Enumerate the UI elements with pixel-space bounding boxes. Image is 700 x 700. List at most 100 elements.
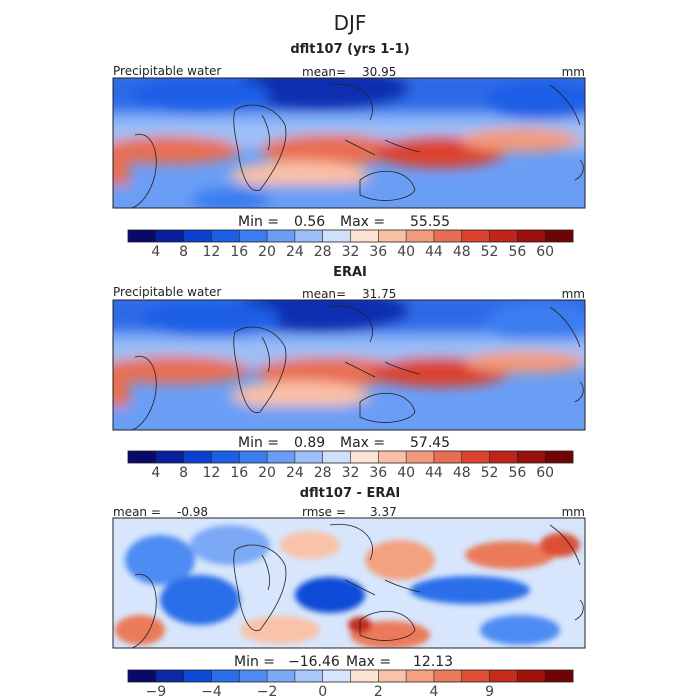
colorbar-tick-label: 4 — [151, 465, 160, 481]
colorbar-tick-label: 24 — [286, 465, 304, 481]
colorbar-swatch — [350, 451, 379, 463]
colorbar-swatch — [294, 451, 323, 463]
colorbar-tick-label: 40 — [397, 465, 415, 481]
colorbar-tick-label: 36 — [369, 244, 387, 260]
colorbar-tick-label: 44 — [425, 465, 443, 481]
colorbar-swatch — [545, 451, 574, 463]
colorbar-swatch — [239, 451, 268, 463]
figure-title: DJF — [334, 11, 367, 35]
colorbar-tick-label: 40 — [397, 244, 415, 260]
colorbar-tick-label: −4 — [201, 684, 222, 700]
colorbar-swatch — [350, 670, 379, 682]
panel-3-min-value: −16.46 — [288, 654, 340, 670]
colorbar-tick-label: 8 — [179, 465, 188, 481]
colorbar-swatch — [128, 670, 157, 682]
panel-3-max-label: Max = — [346, 654, 391, 670]
colorbar-swatch — [406, 670, 435, 682]
colorbar-swatch — [489, 230, 518, 242]
colorbar-tick-label: 20 — [258, 244, 276, 260]
colorbar-tick-label: 60 — [536, 465, 554, 481]
colorbar-tick-label: 32 — [342, 244, 360, 260]
colorbar-tick-label: 16 — [230, 465, 248, 481]
colorbar-swatch — [406, 451, 435, 463]
colorbar-swatch — [322, 230, 351, 242]
panel-3-mean-value: -0.98 — [177, 505, 208, 519]
colorbar-swatch — [378, 451, 407, 463]
colorbar-swatch — [211, 670, 240, 682]
colorbar-tick-label: 56 — [508, 244, 526, 260]
panel-2-mean-label: mean= — [302, 287, 346, 301]
colorbar-tick-label: 44 — [425, 244, 443, 260]
colorbar-swatch — [267, 670, 296, 682]
colorbar-tick-label: 52 — [481, 244, 499, 260]
panel-2-max-label: Max = — [340, 435, 385, 451]
colorbar-swatch — [545, 230, 574, 242]
colorbar-tick-label: −2 — [257, 684, 278, 700]
colorbar-tick-label: 9 — [485, 684, 494, 700]
panel-1-units: mm — [562, 65, 585, 79]
panel-2-mean-value: 31.75 — [362, 287, 396, 301]
colorbar-swatch — [211, 230, 240, 242]
colorbar-tick-label: 12 — [203, 465, 221, 481]
colorbar-swatch — [517, 230, 546, 242]
colorbar-swatch — [294, 230, 323, 242]
panel-2-variable: Precipitable water — [113, 285, 221, 299]
panel-1-mean-value: 30.95 — [362, 65, 396, 79]
colorbar-swatch — [239, 230, 268, 242]
panel-2-map — [113, 300, 585, 430]
colorbar-swatch — [378, 230, 407, 242]
panel-2-frame — [112, 299, 586, 431]
colorbar-tick-label: 36 — [369, 465, 387, 481]
colorbar-swatch — [294, 670, 323, 682]
colorbar-swatch — [517, 451, 546, 463]
colorbar-swatch — [322, 451, 351, 463]
panel-1-mean-label: mean= — [302, 65, 346, 79]
colorbar-swatch — [461, 451, 490, 463]
colorbar-tick-label: 48 — [453, 465, 471, 481]
colorbar-swatch — [155, 451, 184, 463]
colorbar-swatch — [155, 230, 184, 242]
colorbar-swatch — [183, 451, 212, 463]
panel-1-map — [113, 78, 585, 208]
colorbar-tick-label: −9 — [145, 684, 166, 700]
colorbar-swatch — [433, 670, 463, 682]
panel-3-map — [113, 518, 585, 648]
colorbar-tick-label: 12 — [203, 244, 221, 260]
panel-3-mean-label: mean = — [113, 505, 161, 519]
colorbar-tick-label: 60 — [536, 244, 554, 260]
colorbar-tick-label: 28 — [314, 465, 332, 481]
colorbar-swatch — [128, 230, 157, 242]
panel-3-max-value: 12.13 — [413, 654, 453, 670]
panel-2-min-value: 0.89 — [294, 435, 325, 451]
colorbar-swatch — [433, 230, 463, 242]
panel-1-min-label: Min = — [238, 214, 279, 230]
colorbar-tick-label: 4 — [151, 244, 160, 260]
colorbar-swatch — [545, 670, 574, 682]
panel-2-min-label: Min = — [238, 435, 279, 451]
panel-2-max-value: 57.45 — [410, 435, 450, 451]
panel-3-units: mm — [562, 505, 585, 519]
panel-1-frame — [112, 77, 586, 209]
colorbar-swatch — [350, 230, 379, 242]
panel-1-colorbar: 4 8 12 16 20 24 28 32 36 40 44 48 52 56 60 — [127, 229, 574, 260]
colorbar-tick-label: 56 — [508, 465, 526, 481]
colorbar-swatch — [183, 670, 212, 682]
colorbar-swatch — [239, 670, 268, 682]
panel-3-min-label: Min = — [234, 654, 275, 670]
colorbar-swatch — [433, 451, 463, 463]
colorbar-tick-label: 24 — [286, 244, 304, 260]
colorbar-swatch — [406, 230, 435, 242]
panel-2: ERAI Precipitable water mean= 31.75 mm — [112, 265, 586, 481]
panel-3: dflt107 - ERAI mean = -0.98 rmse = 3.37 … — [112, 486, 586, 700]
panel-1-max-label: Max = — [340, 214, 385, 230]
colorbar-swatch — [489, 670, 518, 682]
colorbar-swatch — [378, 670, 407, 682]
colorbar-tick-label: 28 — [314, 244, 332, 260]
panel-1-min-value: 0.56 — [294, 214, 325, 230]
panel-2-units: mm — [562, 287, 585, 301]
colorbar-tick-label: 52 — [481, 465, 499, 481]
colorbar-swatch — [183, 230, 212, 242]
colorbar-swatch — [489, 451, 518, 463]
panel-3-rmse-value: 3.37 — [370, 505, 397, 519]
